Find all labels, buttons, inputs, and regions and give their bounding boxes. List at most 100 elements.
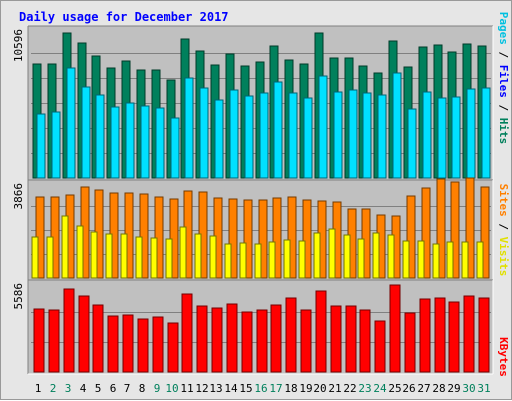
x-tick-label: 27 (417, 382, 430, 395)
x-tick-label: 8 (139, 382, 146, 395)
bar-files (125, 102, 135, 179)
bar-sites (283, 239, 291, 279)
bar-files (273, 81, 283, 179)
bar-sites (46, 236, 54, 279)
x-tick-label: 20 (313, 382, 326, 395)
bar-visits (302, 199, 312, 279)
bar-files (155, 107, 165, 179)
x-tick-label: 19 (299, 382, 312, 395)
bar-kbytes (404, 312, 416, 373)
bar-kbytes (48, 309, 60, 373)
x-tick-label: 29 (447, 382, 460, 395)
bar-visits (406, 195, 416, 279)
legend-files: Files (497, 65, 510, 98)
bar-sites (135, 236, 143, 279)
bar-sites (76, 225, 84, 279)
bar-sites (31, 236, 39, 279)
bar-kbytes (211, 307, 223, 373)
x-tick-label: 6 (110, 382, 117, 395)
bar-sites (150, 237, 158, 279)
bar-kbytes (478, 297, 490, 373)
x-tick-label: 28 (432, 382, 445, 395)
legend-sep: / (497, 217, 510, 237)
x-tick-label: 22 (343, 382, 356, 395)
bar-sites (61, 215, 69, 279)
bar-sites (476, 241, 484, 279)
bar-kbytes (389, 284, 401, 373)
x-tick-label: 15 (239, 382, 252, 395)
bar-sites (165, 238, 173, 279)
bar-sites (179, 226, 187, 279)
bar-files (333, 91, 343, 179)
bar-kbytes (270, 304, 282, 373)
bar-sites (254, 243, 262, 279)
bar-kbytes (241, 311, 253, 373)
bar-kbytes (434, 297, 446, 373)
bar-visits (258, 199, 268, 279)
x-tick-label: 30 (462, 382, 475, 395)
bar-files (259, 92, 269, 179)
bar-files (451, 96, 461, 179)
bar-files (318, 75, 328, 179)
bar-sites (313, 232, 321, 279)
bar-visits (450, 181, 460, 279)
bar-kbytes (137, 318, 149, 373)
bar-kbytes (374, 320, 386, 373)
x-tick-label: 17 (269, 382, 282, 395)
bar-files (214, 99, 224, 179)
bar-kbytes (315, 290, 327, 373)
x-tick-label: 25 (388, 382, 401, 395)
y-max-label: 5586 (12, 283, 25, 310)
bar-files (348, 89, 358, 179)
legend-sep: / (497, 98, 510, 118)
bar-files (229, 89, 239, 179)
bar-kbytes (256, 309, 268, 373)
x-tick-label: 5 (95, 382, 102, 395)
bar-files (392, 72, 402, 179)
x-tick-label: 26 (402, 382, 415, 395)
legend-panel-1: Sites / Visits (497, 184, 510, 277)
bar-kbytes (196, 305, 208, 373)
bar-sites (194, 233, 202, 279)
bar-kbytes (78, 295, 90, 373)
bar-sites (268, 241, 276, 279)
x-tick-label: 14 (224, 382, 238, 395)
x-tick-label: 1 (35, 382, 42, 395)
bar-sites (417, 240, 425, 279)
bar-kbytes (92, 304, 104, 373)
bar-files (377, 94, 387, 179)
bar-sites (343, 234, 351, 279)
bar-kbytes (330, 305, 342, 373)
bar-files (303, 97, 313, 179)
legend-visits: Visits (497, 237, 510, 277)
bar-visits (465, 177, 475, 279)
x-tick-label: 2 (50, 382, 57, 395)
bar-sites (432, 243, 440, 279)
x-tick-label: 3 (65, 382, 72, 395)
bar-files (288, 92, 298, 179)
x-tick-label: 12 (195, 382, 208, 395)
bar-sites (90, 231, 98, 279)
legend-kbytes: KBytes (497, 337, 510, 377)
bar-sites (372, 232, 380, 279)
legend-pages: Pages (497, 12, 510, 45)
x-tick-label: 7 (124, 382, 131, 395)
bar-kbytes (448, 301, 460, 373)
bar-kbytes (463, 295, 475, 373)
bar-sites (298, 240, 306, 279)
bar-kbytes (181, 293, 193, 373)
bar-kbytes (33, 308, 45, 373)
bar-sites (239, 242, 247, 279)
bar-sites (328, 228, 336, 279)
x-tick-label: 31 (477, 382, 490, 395)
bar-files (51, 111, 61, 179)
bar-files (140, 105, 150, 179)
bar-kbytes (419, 298, 431, 373)
bar-kbytes (152, 316, 164, 373)
bar-sites (224, 243, 232, 279)
bar-visits (243, 199, 253, 279)
bar-visits (139, 193, 149, 279)
bar-files (466, 88, 476, 179)
chart-title: Daily usage for December 2017 (19, 10, 229, 24)
